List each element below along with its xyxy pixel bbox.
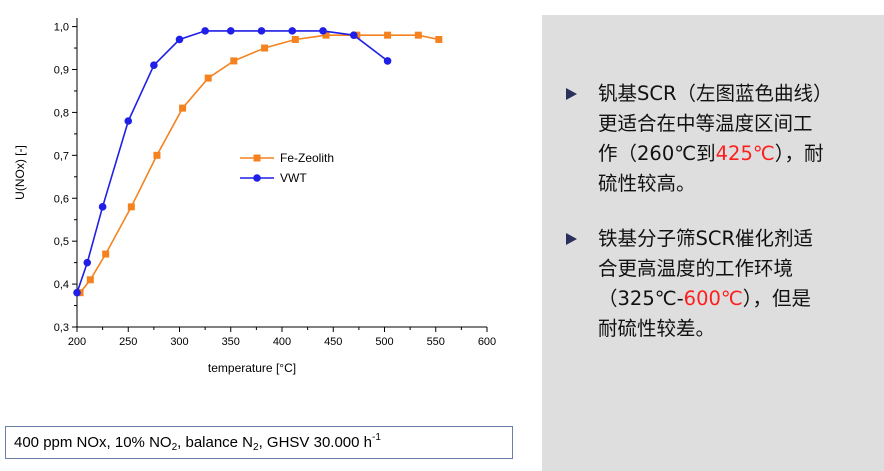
data-point-circle bbox=[226, 27, 235, 35]
data-point-circle bbox=[383, 57, 392, 65]
data-point-circle bbox=[319, 27, 327, 35]
test-conditions-box: 400 ppm NOx, 10% NO2, balance N2, GHSV 3… bbox=[5, 426, 513, 459]
x-tick-label: 500 bbox=[375, 336, 393, 348]
x-tick-label: 450 bbox=[324, 336, 342, 348]
data-point-square bbox=[102, 250, 110, 258]
data-point-circle bbox=[98, 203, 107, 211]
bullet-triangle-icon bbox=[566, 88, 577, 100]
data-point-square bbox=[435, 35, 443, 43]
highlight-temp: 425℃ bbox=[715, 142, 775, 165]
bullet-line: 合更高温度的工作环境 bbox=[598, 257, 794, 280]
x-tick-label: 200 bbox=[68, 336, 86, 348]
data-point-circle bbox=[349, 31, 358, 39]
bullet-text: 铁基分子筛SCR催化剂适 合更高温度的工作环境 （325℃-600℃），但是 耐… bbox=[598, 224, 868, 344]
bullet-vanadium: 钒基SCR（左图蓝色曲线） 更适合在中等温度区间工 作（260℃到425℃），耐… bbox=[566, 79, 868, 199]
bullet-line: 铁基分子筛SCR催化剂适 bbox=[598, 227, 814, 250]
conditions-text-3: , GHSV 30.000 h bbox=[258, 434, 372, 451]
x-tick-label: 550 bbox=[427, 336, 445, 348]
data-point-square bbox=[86, 276, 94, 284]
y-tick-label: 0,4 bbox=[54, 279, 69, 291]
data-point-circle bbox=[83, 258, 92, 267]
conditions-sub-1: 2 bbox=[171, 442, 178, 453]
y-tick-label: 0,9 bbox=[54, 65, 69, 77]
data-point-square bbox=[179, 104, 187, 112]
legend-label: VWT bbox=[280, 171, 307, 185]
bullet-line: 硫性较高。 bbox=[598, 172, 696, 195]
data-point-square bbox=[414, 31, 422, 39]
x-tick-label: 600 bbox=[478, 336, 496, 348]
bullet-line: 钒基SCR（左图蓝色曲线） bbox=[598, 82, 833, 105]
conditions-sub-2: 2 bbox=[253, 442, 259, 453]
bullet-line: ），但是 bbox=[742, 287, 812, 310]
bullet-line: 作（260℃到 bbox=[598, 142, 716, 165]
data-point-square bbox=[384, 31, 392, 39]
y-tick-label: 0,5 bbox=[54, 236, 69, 248]
x-tick-label: 300 bbox=[170, 336, 188, 348]
y-tick-label: 0,7 bbox=[54, 150, 69, 162]
x-tick-label: 350 bbox=[222, 336, 240, 348]
bullet-line: 更适合在中等温度区间工 bbox=[598, 112, 813, 135]
legend-marker-square bbox=[253, 154, 261, 162]
data-point-circle bbox=[288, 27, 297, 35]
x-tick-label: 400 bbox=[273, 336, 291, 348]
y-tick-label: 1,0 bbox=[54, 22, 69, 34]
data-point-square bbox=[153, 151, 161, 159]
series-line-vwt bbox=[76, 30, 389, 293]
data-point-square bbox=[204, 74, 212, 82]
data-point-circle bbox=[124, 117, 133, 125]
legend-label: Fe-Zeolith bbox=[280, 151, 334, 165]
y-tick-label: 0,8 bbox=[54, 107, 69, 119]
data-point-square bbox=[322, 31, 330, 39]
bullet-text: 钒基SCR（左图蓝色曲线） 更适合在中等温度区间工 作（260℃到425℃），耐… bbox=[598, 79, 868, 199]
data-point-circle bbox=[201, 27, 209, 35]
data-point-circle bbox=[73, 288, 81, 297]
explanation-panel: 钒基SCR（左图蓝色曲线） 更适合在中等温度区间工 作（260℃到425℃），耐… bbox=[542, 15, 884, 471]
data-point-circle bbox=[257, 27, 266, 35]
conditions-text-2: , balance N bbox=[177, 434, 254, 451]
data-point-square bbox=[127, 203, 135, 211]
x-axis-label: temperature [°C] bbox=[208, 361, 296, 375]
x-tick-label: 250 bbox=[119, 336, 137, 348]
y-tick-label: 0,3 bbox=[54, 322, 69, 334]
bullet-line: ），耐 bbox=[774, 142, 824, 165]
series-line-fe-zeolith bbox=[79, 34, 439, 294]
nox-conversion-chart: 200 250 300 350 400 450 500 550 600 0,3 0,4 0,5 0,6 0… bbox=[13, 18, 496, 375]
data-point-square bbox=[261, 44, 269, 52]
y-axis-label: U(NOx) [-] bbox=[13, 145, 27, 200]
data-point-square bbox=[291, 35, 299, 43]
data-point-square bbox=[230, 57, 238, 65]
conditions-sup: -1 bbox=[372, 432, 381, 443]
conditions-text-1: 400 ppm NOx, 10% NO bbox=[14, 434, 172, 451]
chart-svg: 200 250 300 350 400 450 500 550 600 0,3 0,4 0,5 0,6 0… bbox=[13, 18, 496, 375]
data-point-circle bbox=[175, 35, 184, 44]
bullet-line: 耐硫性较差。 bbox=[598, 317, 716, 340]
data-point-circle bbox=[150, 61, 158, 70]
highlight-temp: 600℃ bbox=[683, 287, 743, 310]
legend-marker-circle bbox=[253, 174, 261, 182]
bullet-iron-zeolite: 铁基分子筛SCR催化剂适 合更高温度的工作环境 （325℃-600℃），但是 耐… bbox=[566, 224, 868, 344]
bullet-triangle-icon bbox=[566, 233, 577, 245]
y-tick-label: 0,6 bbox=[54, 193, 69, 205]
bullet-line: （325℃- bbox=[598, 287, 684, 310]
